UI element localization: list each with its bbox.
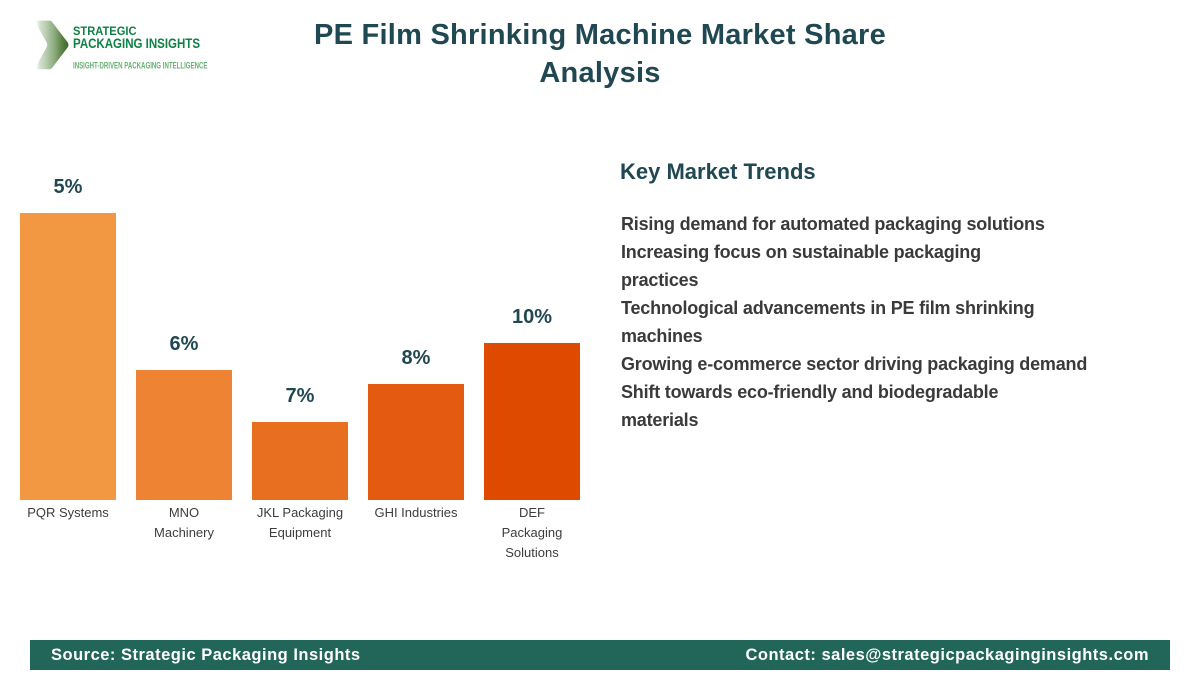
svg-text:INSIGHT-DRIVEN PACKAGING INTEL: INSIGHT-DRIVEN PACKAGING INTELLIGENCE: [73, 60, 208, 70]
svg-text:STRATEGIC: STRATEGIC: [73, 25, 137, 38]
svg-text:PACKAGING INSIGHTS: PACKAGING INSIGHTS: [73, 36, 200, 51]
